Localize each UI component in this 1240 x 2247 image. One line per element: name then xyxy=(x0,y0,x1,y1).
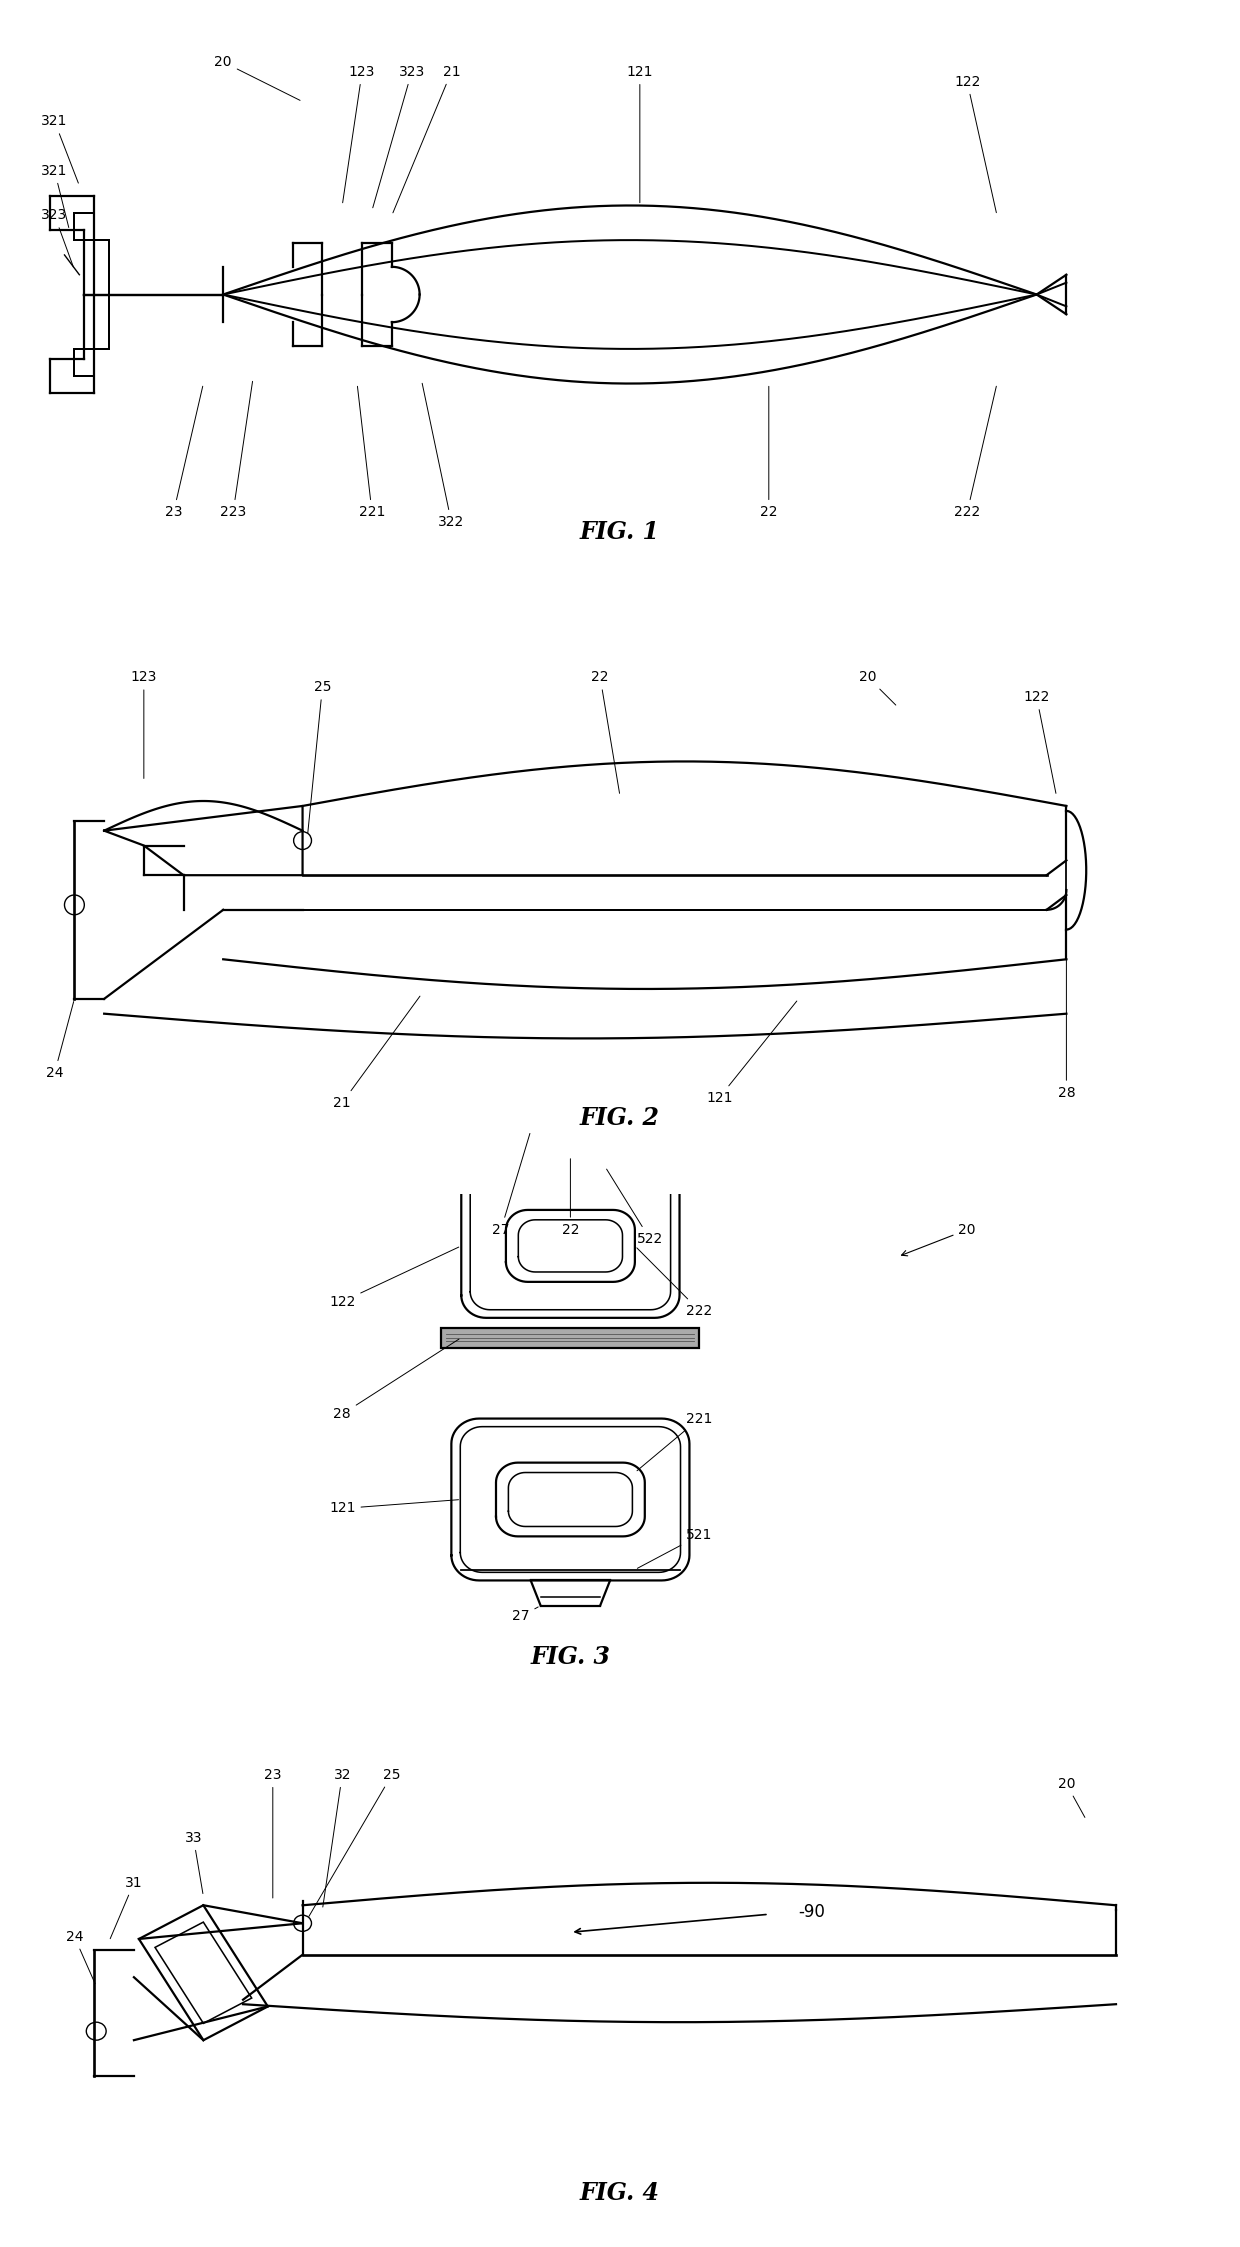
Text: 21: 21 xyxy=(393,65,460,213)
Text: 123: 123 xyxy=(130,670,157,777)
Text: 20: 20 xyxy=(215,54,300,101)
Text: 521: 521 xyxy=(637,1528,713,1568)
Text: FIG. 3: FIG. 3 xyxy=(531,1645,610,1670)
Text: 20: 20 xyxy=(901,1222,976,1256)
Text: 23: 23 xyxy=(165,386,202,519)
Text: 221: 221 xyxy=(637,1411,713,1472)
Text: 27: 27 xyxy=(512,1607,538,1622)
Text: 121: 121 xyxy=(706,1000,797,1106)
Text: FIG. 1: FIG. 1 xyxy=(580,519,660,544)
Text: 223: 223 xyxy=(219,382,253,519)
Text: 32: 32 xyxy=(322,1768,351,1908)
Text: FIG. 2: FIG. 2 xyxy=(580,1106,660,1130)
Text: 122: 122 xyxy=(954,74,997,213)
Text: 522: 522 xyxy=(606,1168,663,1245)
Text: 20: 20 xyxy=(1058,1777,1085,1818)
Text: 25: 25 xyxy=(309,1768,401,1917)
Text: 122: 122 xyxy=(329,1247,459,1308)
Text: 20: 20 xyxy=(859,670,895,706)
Text: 27: 27 xyxy=(492,1132,529,1236)
Text: 323: 323 xyxy=(41,209,73,267)
Text: 121: 121 xyxy=(626,65,653,202)
Text: 31: 31 xyxy=(110,1876,143,1939)
Text: 321: 321 xyxy=(41,115,78,182)
Bar xyxy=(441,1328,699,1348)
Text: 321: 321 xyxy=(41,164,68,227)
Text: 28: 28 xyxy=(334,1339,459,1420)
Text: -90: -90 xyxy=(799,1903,826,1921)
Text: 323: 323 xyxy=(373,65,425,207)
Text: 28: 28 xyxy=(1058,933,1075,1099)
Text: 122: 122 xyxy=(1023,690,1056,793)
Text: 21: 21 xyxy=(334,995,420,1110)
Text: 22: 22 xyxy=(760,386,777,519)
Text: 24: 24 xyxy=(66,1930,95,1984)
Text: 123: 123 xyxy=(342,65,376,202)
Text: FIG. 4: FIG. 4 xyxy=(580,2182,660,2204)
Text: 22: 22 xyxy=(591,670,620,793)
Text: 24: 24 xyxy=(46,1002,73,1081)
Text: 121: 121 xyxy=(329,1499,459,1514)
Text: 22: 22 xyxy=(562,1159,579,1236)
Text: 222: 222 xyxy=(954,386,996,519)
Text: 221: 221 xyxy=(357,386,386,519)
Text: 25: 25 xyxy=(308,681,331,834)
Text: 222: 222 xyxy=(637,1247,713,1317)
Text: 33: 33 xyxy=(185,1831,203,1894)
Text: 322: 322 xyxy=(422,384,465,528)
Text: 23: 23 xyxy=(264,1768,281,1899)
